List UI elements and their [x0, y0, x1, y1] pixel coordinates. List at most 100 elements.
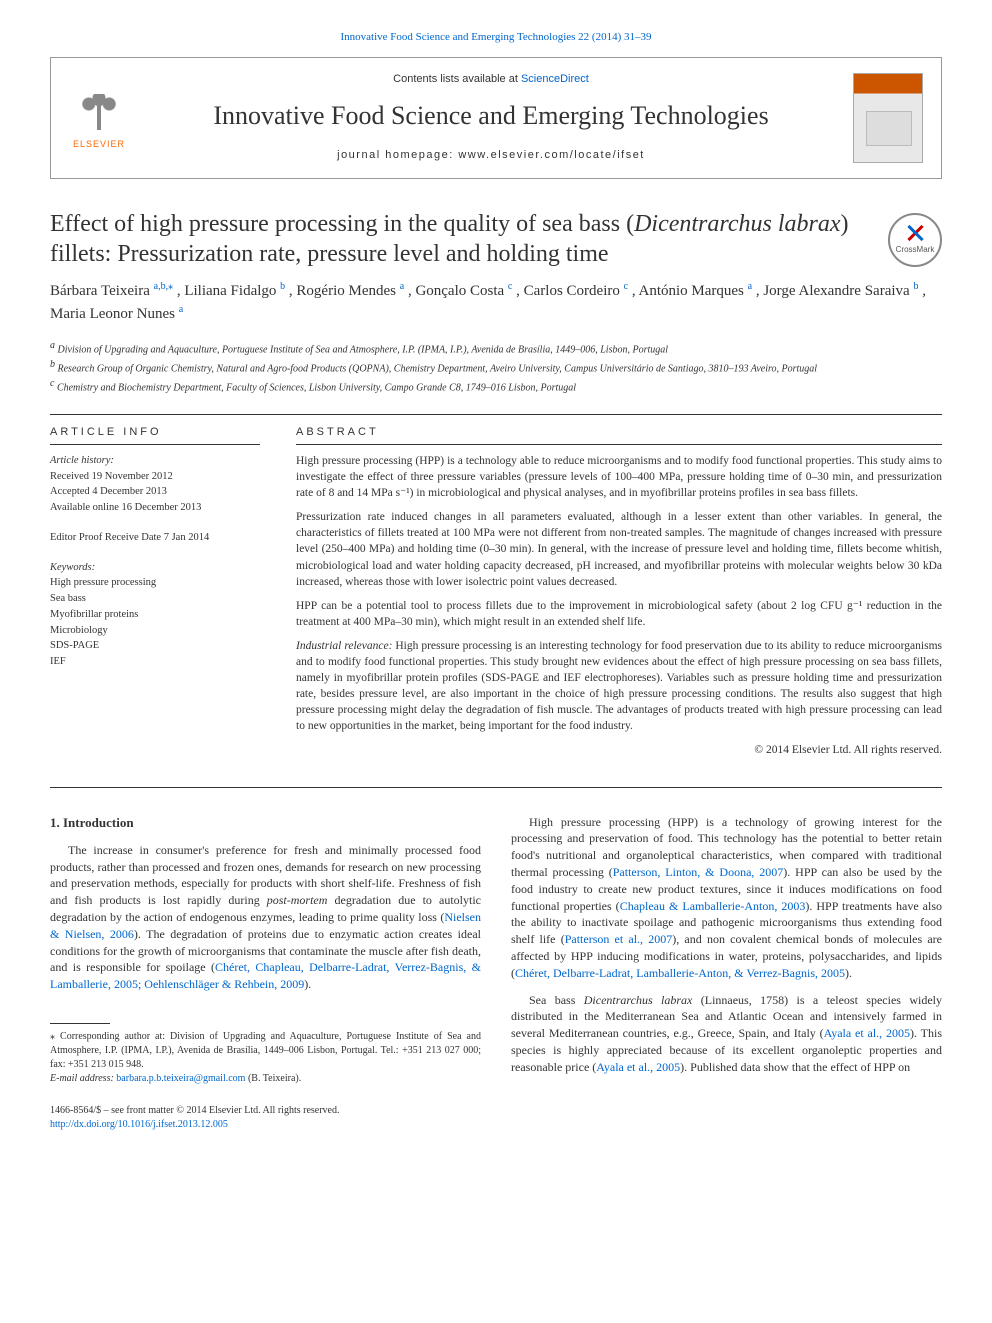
p3-text: Sea bass: [529, 993, 584, 1007]
abstract: abstract High pressure processing (HPP) …: [296, 425, 942, 767]
abstract-p1: High pressure processing (HPP) is a tech…: [296, 453, 942, 501]
keyword: Microbiology: [50, 625, 108, 636]
email-link[interactable]: barbara.p.b.teixeira@gmail.com: [116, 1073, 245, 1084]
elsevier-text: ELSEVIER: [73, 138, 125, 151]
author-affil-sup[interactable]: b: [280, 281, 285, 292]
section-heading-intro: 1. Introduction: [50, 814, 481, 832]
bottom-bar: 1466-8564/$ – see front matter © 2014 El…: [50, 1104, 942, 1132]
homepage-url: www.elsevier.com/locate/ifset: [458, 149, 645, 161]
contents-prefix: Contents lists available at: [393, 73, 521, 85]
journal-cover-thumbnail: [853, 73, 923, 163]
editor-date: Editor Proof Receive Date 7 Jan 2014: [50, 532, 209, 543]
doi-link[interactable]: http://dx.doi.org/10.1016/j.ifset.2013.1…: [50, 1119, 228, 1130]
abstract-copyright: © 2014 Elsevier Ltd. All rights reserved…: [296, 742, 942, 758]
affil-text: Chemistry and Biochemistry Department, F…: [54, 383, 576, 394]
title-species: Dicentrarchus labrax: [634, 211, 840, 237]
article-info-heading: article info: [50, 425, 260, 440]
keywords-block: Keywords: High pressure processing Sea b…: [50, 560, 260, 670]
author-corr-star[interactable]: ⁎: [168, 281, 173, 292]
citation-link[interactable]: Innovative Food Science and Emerging Tec…: [340, 31, 651, 43]
author: Bárbara Teixeira: [50, 283, 154, 299]
citation-link[interactable]: Ayala et al., 2005: [824, 1026, 910, 1040]
accepted-date: Accepted 4 December 2013: [50, 486, 167, 497]
article-body: 1. Introduction The increase in consumer…: [50, 814, 942, 1086]
footnotes: ⁎ Corresponding author at: Division of U…: [50, 1030, 481, 1086]
corresponding-author-note: ⁎ Corresponding author at: Division of U…: [50, 1030, 481, 1072]
title-row: Effect of high pressure processing in th…: [50, 209, 942, 269]
header-center: Contents lists available at ScienceDirec…: [147, 72, 835, 163]
citation-link[interactable]: Patterson et al., 2007: [565, 932, 673, 946]
divider: [50, 787, 942, 788]
info-abstract-row: article info Article history: Received 1…: [50, 425, 942, 767]
industrial-relevance-label: Industrial relevance:: [296, 640, 392, 652]
citation-link[interactable]: Chéret, Delbarre-Ladrat, Lamballerie-Ant…: [515, 966, 845, 980]
corr-text: Corresponding author at: Division of Upg…: [50, 1031, 481, 1070]
bottom-left: 1466-8564/$ – see front matter © 2014 El…: [50, 1104, 339, 1132]
author: , Gonçalo Costa: [408, 283, 508, 299]
keyword: High pressure processing: [50, 577, 156, 588]
author-affil-sup[interactable]: a: [179, 304, 183, 315]
p1-text: ).: [304, 977, 311, 991]
author: , António Marques: [632, 283, 748, 299]
author-affil-sup[interactable]: c: [624, 281, 628, 292]
p3-text: ). Published data show that the effect o…: [680, 1060, 910, 1074]
elsevier-tree-icon: [74, 86, 124, 136]
p3-species: Dicentrarchus labrax: [584, 993, 693, 1007]
author: , Jorge Alexandre Saraiva: [756, 283, 914, 299]
abstract-p3: HPP can be a potential tool to process f…: [296, 598, 942, 630]
affiliation: c Chemistry and Biochemistry Department,…: [50, 376, 942, 395]
online-date: Available online 16 December 2013: [50, 502, 201, 513]
p2-text: ).: [845, 966, 852, 980]
body-p3: Sea bass Dicentrarchus labrax (Linnaeus,…: [511, 992, 942, 1076]
author: , Liliana Fidalgo: [177, 283, 280, 299]
keyword: IEF: [50, 656, 66, 667]
history-label: Article history:: [50, 455, 114, 466]
keyword: Myofibrillar proteins: [50, 609, 138, 620]
email-label: E-mail address:: [50, 1073, 116, 1084]
elsevier-logo: ELSEVIER: [69, 80, 129, 155]
email-suffix: (B. Teixeira).: [245, 1073, 301, 1084]
footnote-separator: [50, 1023, 110, 1024]
citation-link[interactable]: Ayala et al., 2005: [596, 1060, 680, 1074]
abstract-heading: abstract: [296, 425, 942, 440]
homepage-prefix: journal homepage:: [337, 149, 458, 161]
author-affil-sup[interactable]: c: [508, 281, 512, 292]
sciencedirect-link[interactable]: ScienceDirect: [521, 73, 589, 85]
affiliation: b Research Group of Organic Chemistry, N…: [50, 357, 942, 376]
title-pre: Effect of high pressure processing in th…: [50, 211, 634, 237]
body-p1: The increase in consumer's preference fo…: [50, 842, 481, 993]
received-date: Received 19 November 2012: [50, 471, 173, 482]
contents-line: Contents lists available at ScienceDirec…: [147, 72, 835, 87]
author-affil-sup[interactable]: b: [913, 281, 918, 292]
email-note: E-mail address: barbara.p.b.teixeira@gma…: [50, 1072, 481, 1086]
body-p2: High pressure processing (HPP) is a tech…: [511, 814, 942, 982]
journal-header: ELSEVIER Contents lists available at Sci…: [50, 57, 942, 178]
divider: [50, 414, 942, 415]
abstract-p4-text: High pressure processing is an interesti…: [296, 640, 942, 732]
citation-link[interactable]: Chapleau & Lamballerie-Anton, 2003: [620, 899, 806, 913]
author-affil-sup[interactable]: a: [748, 281, 752, 292]
article-info-sidebar: article info Article history: Received 1…: [50, 425, 260, 767]
affiliation: a Division of Upgrading and Aquaculture,…: [50, 338, 942, 357]
crossmark-badge[interactable]: CrossMark: [888, 213, 942, 267]
author-affil-sup[interactable]: a,b,: [154, 281, 168, 292]
author-list: Bárbara Teixeira a,b,⁎ , Liliana Fidalgo…: [50, 279, 942, 326]
author-affil-sup[interactable]: a: [400, 281, 404, 292]
issn-line: 1466-8564/$ – see front matter © 2014 El…: [50, 1104, 339, 1118]
journal-name: Innovative Food Science and Emerging Tec…: [147, 98, 835, 134]
affil-text: Division of Upgrading and Aquaculture, P…: [55, 344, 668, 355]
keyword: Sea bass: [50, 593, 86, 604]
p1-italic: post-mortem: [267, 893, 328, 907]
abstract-p2: Pressurization rate induced changes in a…: [296, 509, 942, 589]
homepage-line: journal homepage: www.elsevier.com/locat…: [147, 148, 835, 163]
crossmark-icon: [906, 224, 924, 242]
divider: [50, 444, 260, 445]
abstract-p4: Industrial relevance: High pressure proc…: [296, 638, 942, 735]
citation-link[interactable]: Patterson, Linton, & Doona, 2007: [613, 865, 784, 879]
keywords-label: Keywords:: [50, 562, 95, 573]
editor-proof: Editor Proof Receive Date 7 Jan 2014: [50, 530, 260, 546]
author: , Rogério Mendes: [289, 283, 400, 299]
journal-citation-link: Innovative Food Science and Emerging Tec…: [50, 30, 942, 45]
article-title: Effect of high pressure processing in th…: [50, 209, 872, 269]
author: , Carlos Cordeiro: [516, 283, 623, 299]
